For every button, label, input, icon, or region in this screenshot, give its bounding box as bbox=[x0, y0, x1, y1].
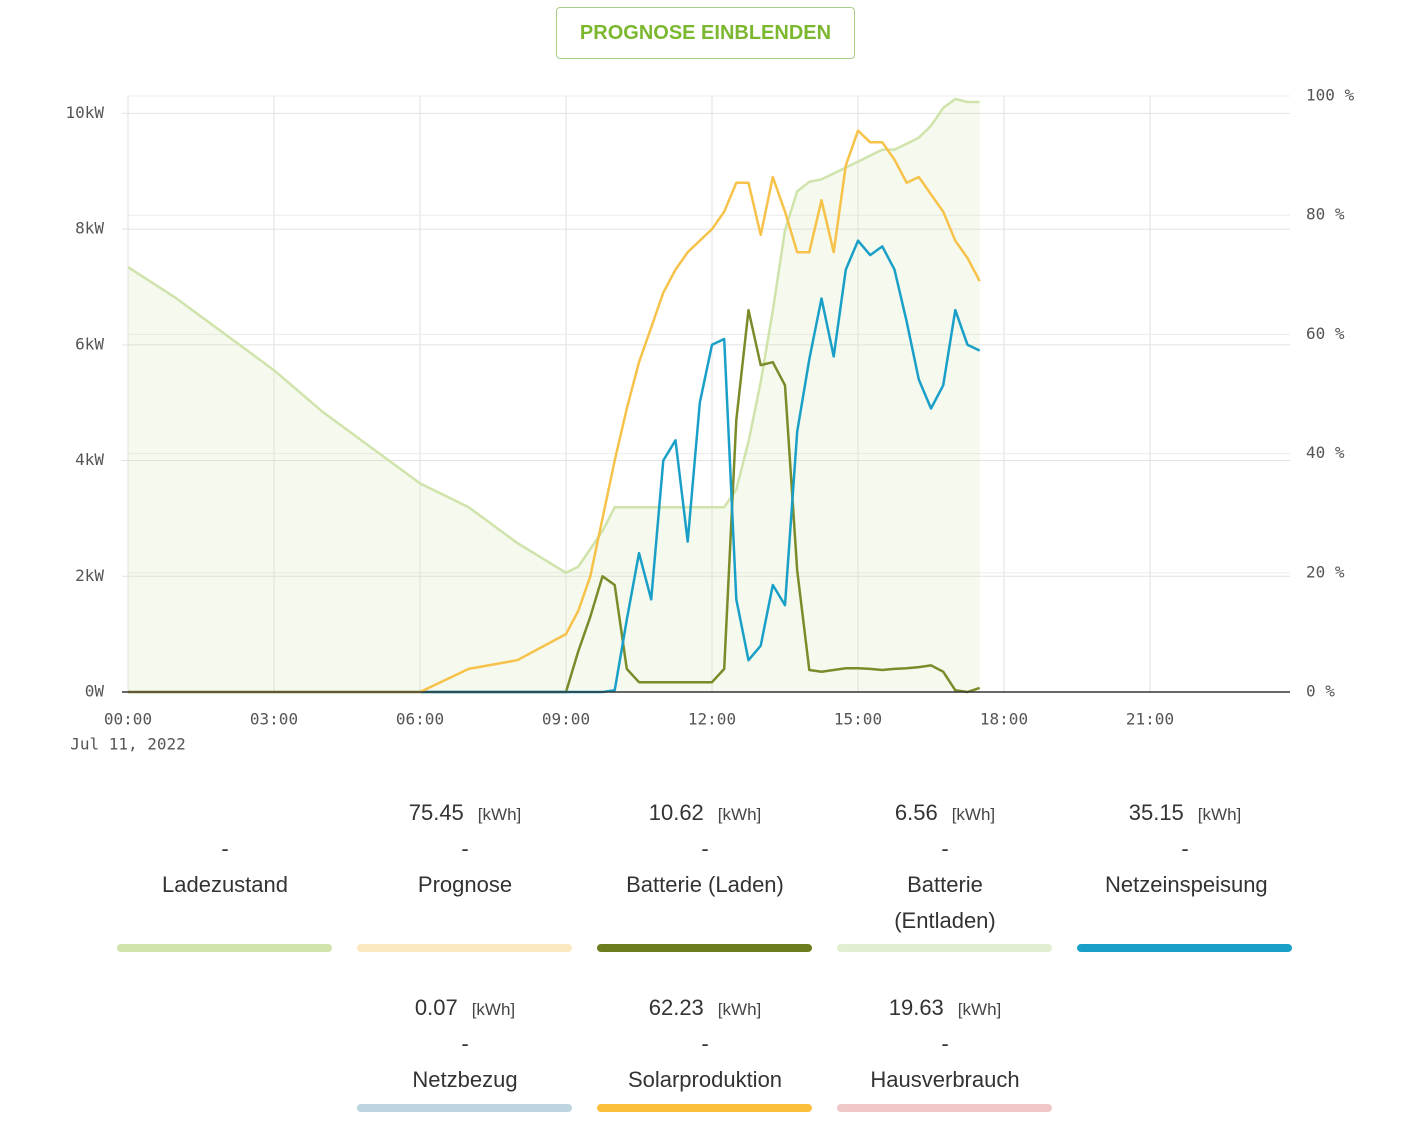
legend-separator: - bbox=[941, 1031, 949, 1056]
legend-total-row: 10.62 [kWh] bbox=[585, 795, 825, 831]
x-tick-label: 00:00 bbox=[104, 710, 152, 729]
legend-total-row: 75.45 [kWh] bbox=[345, 795, 585, 831]
legend-total-row bbox=[105, 795, 345, 831]
y-tick-label: 4kW bbox=[75, 450, 104, 469]
y2-tick-label: 0 % bbox=[1306, 682, 1335, 701]
legend-total: 35.15 bbox=[1128, 800, 1184, 825]
legend-separator: - bbox=[941, 836, 949, 861]
legend-unit: [kWh] bbox=[717, 805, 762, 824]
legend-total-row: 6.56 [kWh] bbox=[825, 795, 1065, 831]
chart: 00:00 03:00 06:00 09:00 12:00 15:00 18:00 21:00… bbox=[65, 86, 1355, 754]
legend-total: 0.07 bbox=[414, 995, 458, 1020]
y2-tick-label: 20 % bbox=[1306, 562, 1345, 581]
series-area bbox=[128, 99, 980, 692]
x-tick-label: 03:00 bbox=[250, 710, 298, 729]
legend-swatch bbox=[117, 944, 332, 952]
legend-total: 19.63 bbox=[888, 995, 944, 1020]
legend-separator: - bbox=[221, 836, 229, 861]
legend-separator: - bbox=[701, 836, 709, 861]
legend-unit: [kWh] bbox=[471, 1000, 516, 1019]
legend-unit: [kWh] bbox=[717, 1000, 762, 1019]
legend-name: Batterie (Laden) bbox=[626, 872, 784, 897]
legend-name: Hausverbrauch bbox=[870, 1067, 1020, 1092]
legend-swatch bbox=[1077, 944, 1292, 952]
legend-item[interactable]: 75.45 [kWh] - Prognose bbox=[345, 795, 585, 952]
legend-separator: - bbox=[701, 1031, 709, 1056]
legend-total: 6.56 bbox=[894, 800, 938, 825]
series-line bbox=[128, 129, 981, 694]
legend-item[interactable]: - Ladezustand bbox=[105, 795, 345, 952]
y-tick-label: 0W bbox=[85, 682, 105, 701]
legend-total: 75.45 bbox=[408, 800, 464, 825]
x-tick-label: 06:00 bbox=[396, 710, 444, 729]
x-tick-label: 21:00 bbox=[1126, 710, 1174, 729]
legend-swatch bbox=[837, 1104, 1052, 1112]
legend-unit: [kWh] bbox=[951, 805, 996, 824]
y2-tick-label: 80 % bbox=[1306, 205, 1345, 224]
legend-swatch bbox=[837, 944, 1052, 952]
legend-name: Prognose bbox=[417, 872, 513, 897]
legend-name: Netzbezug bbox=[412, 1067, 518, 1092]
legend-total: 10.62 bbox=[648, 800, 704, 825]
legend-unit: [kWh] bbox=[957, 1000, 1002, 1019]
legend-item[interactable]: 10.62 [kWh] - Batterie (Laden) bbox=[585, 795, 825, 952]
legend-swatch bbox=[597, 1104, 812, 1112]
y2-tick-label: 100 % bbox=[1306, 86, 1355, 105]
legend-separator: - bbox=[461, 836, 469, 861]
legend-swatch bbox=[597, 944, 812, 952]
y-tick-label: 8kW bbox=[75, 219, 104, 238]
x-date-label: Jul 11, 2022 bbox=[70, 735, 186, 754]
x-tick-label: 09:00 bbox=[542, 710, 590, 729]
legend-total: 62.23 bbox=[648, 995, 704, 1020]
forecast-button[interactable]: PROGNOSE EINBLENDEN bbox=[556, 7, 855, 59]
legend-name: Netzeinspeisung bbox=[1105, 872, 1268, 897]
y-tick-label: 6kW bbox=[75, 334, 104, 353]
legend-separator: - bbox=[1181, 836, 1189, 861]
legend-item[interactable]: 6.56 [kWh] - Batterie (Entladen) bbox=[825, 795, 1065, 952]
legend-swatch bbox=[357, 1104, 572, 1112]
legend-item[interactable]: 35.15 [kWh] - Netzeinspeisung bbox=[1065, 795, 1305, 952]
y-tick-label: 2kW bbox=[75, 566, 104, 585]
legend-total-row: 19.63 [kWh] bbox=[825, 990, 1065, 1026]
legend-item[interactable]: 0.07 [kWh] - Netzbezug bbox=[345, 990, 585, 1112]
legend-swatch bbox=[357, 944, 572, 952]
legend-name: Solarproduktion bbox=[627, 1067, 783, 1092]
legend-item[interactable]: 19.63 [kWh] - Hausverbrauch bbox=[825, 990, 1065, 1112]
legend-total-row: 62.23 [kWh] bbox=[585, 990, 825, 1026]
legend-total-row: 0.07 [kWh] bbox=[345, 990, 585, 1026]
legend-name: Batterie (Entladen) bbox=[894, 872, 996, 933]
legend-separator: - bbox=[461, 1031, 469, 1056]
y2-tick-label: 40 % bbox=[1306, 443, 1345, 462]
legend-unit: [kWh] bbox=[477, 805, 522, 824]
y2-tick-label: 60 % bbox=[1306, 324, 1345, 343]
series-line bbox=[127, 97, 980, 575]
x-tick-label: 18:00 bbox=[980, 710, 1028, 729]
y-tick-label: 10kW bbox=[65, 103, 104, 122]
legend-total-row: 35.15 [kWh] bbox=[1065, 795, 1305, 831]
legend-item[interactable]: 62.23 [kWh] - Solarproduktion bbox=[585, 990, 825, 1112]
legend-unit: [kWh] bbox=[1197, 805, 1242, 824]
legend-name: Ladezustand bbox=[162, 872, 288, 897]
x-tick-label: 12:00 bbox=[688, 710, 736, 729]
x-tick-label: 15:00 bbox=[834, 710, 882, 729]
